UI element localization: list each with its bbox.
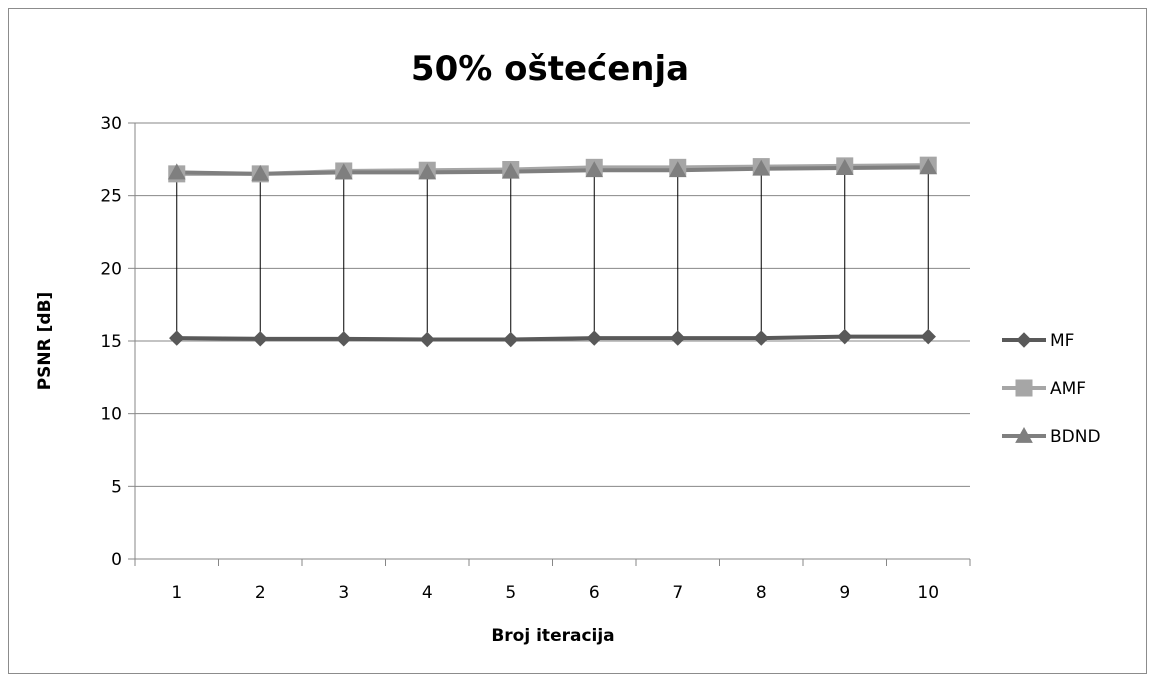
x-tick-label: 2 <box>255 583 266 603</box>
legend-marker-mf <box>1016 332 1032 348</box>
gridlines <box>135 122 970 487</box>
data-point-mf <box>169 330 185 346</box>
x-tick-labels: 1 2 3 4 5 6 7 8 9 10 <box>171 583 939 603</box>
legend-marker-bdnd <box>1015 426 1033 443</box>
legend-label-mf: MF <box>1050 331 1074 351</box>
legend: MF AMF BDND <box>1002 331 1101 447</box>
data-point-bdnd <box>585 161 604 178</box>
x-tick-label: 1 <box>171 583 182 603</box>
data-point-bdnd <box>167 163 186 180</box>
data-point-mf <box>252 331 268 347</box>
y-tick-label: 15 <box>100 332 122 352</box>
data-point-mf <box>837 328 853 345</box>
data-point-bdnd <box>251 164 270 181</box>
series-lines <box>176 163 929 342</box>
data-point-mf <box>419 331 435 348</box>
data-point-mf <box>670 330 686 346</box>
data-point-mf <box>336 331 352 347</box>
y-tick-label: 0 <box>111 550 122 570</box>
y-tick-label: 25 <box>100 187 122 207</box>
x-tick-label: 10 <box>917 583 939 603</box>
y-tick-label: 5 <box>111 477 122 497</box>
series-line-bdnd <box>176 165 929 176</box>
legend-item-bdnd: BDND <box>1002 426 1101 447</box>
y-tick-label: 20 <box>100 259 122 279</box>
x-tick-label: 6 <box>589 583 600 603</box>
legend-label-bdnd: BDND <box>1050 427 1101 447</box>
data-point-bdnd <box>752 159 771 176</box>
data-point-mf <box>586 330 602 346</box>
data-point-bdnd <box>334 163 353 180</box>
x-tick-label: 5 <box>505 583 516 603</box>
x-axis-title: Broj iteracija <box>491 626 614 646</box>
legend-item-amf: AMF <box>1002 379 1086 399</box>
high-low-lines <box>176 165 929 340</box>
data-point-mf <box>753 330 769 346</box>
chart-title: 50% oštećenja <box>411 49 689 89</box>
axes <box>128 122 971 566</box>
data-point-mf <box>503 331 519 348</box>
legend-label-amf: AMF <box>1050 379 1086 399</box>
x-tick-label: 8 <box>756 583 767 603</box>
y-axis-title: PSNR [dB] <box>35 292 55 391</box>
x-tick-label: 4 <box>422 583 433 603</box>
y-tick-label: 30 <box>100 114 122 134</box>
data-point-bdnd <box>668 161 687 178</box>
data-point-mf <box>920 328 936 345</box>
legend-marker-amf <box>1015 379 1033 397</box>
y-tick-labels: 0 5 10 15 20 25 30 <box>100 114 122 570</box>
data-point-bdnd <box>919 158 938 175</box>
x-tick-label: 9 <box>839 583 850 603</box>
data-point-bdnd <box>418 163 437 180</box>
series-line-mf <box>176 334 929 342</box>
x-tick-label: 3 <box>338 583 349 603</box>
legend-item-mf: MF <box>1002 331 1074 351</box>
data-point-bdnd <box>835 159 854 175</box>
y-tick-label: 10 <box>100 405 122 425</box>
series-markers <box>167 156 938 348</box>
x-tick-label: 7 <box>672 583 683 603</box>
data-point-bdnd <box>501 162 520 179</box>
